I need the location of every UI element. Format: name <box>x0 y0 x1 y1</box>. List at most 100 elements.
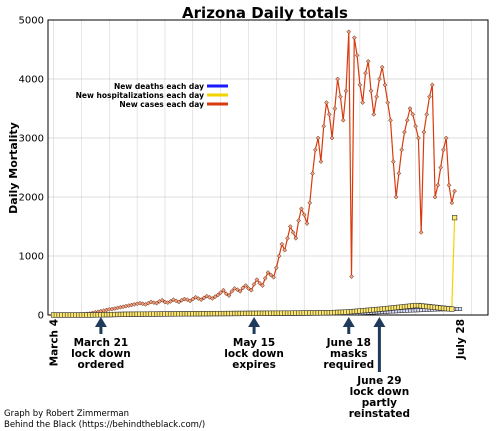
data-point <box>435 182 441 188</box>
data-point <box>346 29 352 35</box>
data-point <box>226 293 232 298</box>
data-point <box>368 88 374 94</box>
legend-label: New cases each day <box>119 100 204 109</box>
data-point <box>407 106 413 111</box>
data-point <box>293 235 299 241</box>
data-point <box>404 117 410 123</box>
data-point <box>374 94 379 100</box>
data-point <box>318 159 324 164</box>
data-point <box>271 274 276 280</box>
annotation-arrow-head <box>248 317 261 327</box>
data-point <box>396 171 402 176</box>
y-tick-label: 5000 <box>19 16 44 27</box>
series-new-cases-each-day <box>51 29 457 318</box>
data-point <box>349 274 354 280</box>
data-point <box>446 182 452 188</box>
data-point <box>260 283 265 288</box>
x-axis-labels: March 4 July 28 <box>49 319 468 366</box>
data-point <box>340 117 346 123</box>
data-point <box>159 297 165 303</box>
annotation-label: June 18 masks required <box>323 337 374 371</box>
data-point <box>449 200 455 206</box>
y-tick-label: 2000 <box>19 193 44 204</box>
data-point <box>215 292 221 298</box>
data-point <box>198 297 204 303</box>
data-point <box>432 194 438 200</box>
data-point <box>335 76 340 82</box>
data-point <box>262 276 268 281</box>
data-point <box>301 212 307 218</box>
data-point <box>304 221 310 226</box>
data-point <box>424 112 430 117</box>
data-point <box>187 298 193 304</box>
data-point <box>246 286 251 291</box>
annotation-label: June 29 lock down partly reinstated <box>349 375 410 420</box>
data-point <box>254 277 260 282</box>
data-point <box>190 296 196 302</box>
data-point <box>343 88 349 94</box>
data-point <box>429 82 435 88</box>
data-point <box>452 188 457 194</box>
data-point <box>312 147 318 153</box>
data-point <box>251 281 257 287</box>
credit-line-2: Behind the Black (https://behindtheblack… <box>4 420 206 430</box>
x-tick-label: July 28 <box>455 319 467 360</box>
data-point <box>296 218 301 223</box>
data-point <box>168 299 173 304</box>
data-point <box>276 253 282 259</box>
data-point <box>218 290 224 295</box>
legend-label: New hospitalizations each day <box>76 91 204 100</box>
series-line <box>53 217 456 316</box>
data-point <box>379 64 385 70</box>
data-point <box>382 82 388 88</box>
data-point <box>315 135 321 141</box>
y-tick-label: 3000 <box>19 134 44 145</box>
data-point <box>257 280 262 286</box>
data-point <box>240 285 246 291</box>
annotations: March 21 lock down ordered May 15 lock down e… <box>71 317 410 420</box>
data-point <box>212 294 218 300</box>
data-point <box>221 287 226 293</box>
data-point <box>441 147 446 153</box>
data-point <box>418 230 424 235</box>
annotation-arrow-head <box>342 317 355 327</box>
data-point <box>279 241 285 247</box>
y-tick-label: 0 <box>38 311 44 322</box>
data-point <box>410 112 416 117</box>
credit-line-1: Graph by Robert Zimmerman <box>4 409 129 419</box>
data-point <box>427 94 432 100</box>
data-point <box>321 123 327 129</box>
data-point <box>310 171 315 176</box>
series-new-hospitalizations-each-day <box>50 215 458 318</box>
x-tick-label: March 4 <box>49 319 61 366</box>
data-point <box>326 112 332 117</box>
data-point <box>209 296 215 301</box>
data-point <box>287 224 293 229</box>
data-point <box>363 70 368 76</box>
data-point <box>223 291 229 297</box>
y-axis-ticks: 0 1000 2000 3000 4000 5000 <box>19 16 44 322</box>
data-point <box>402 129 407 135</box>
annotation-arrow-head <box>94 317 107 327</box>
y-tick-label: 4000 <box>19 75 44 86</box>
data-point <box>285 235 290 241</box>
data-point <box>154 300 159 306</box>
data-point <box>443 135 449 141</box>
data-point <box>451 215 458 221</box>
data-point <box>329 135 335 141</box>
data-point <box>176 299 182 305</box>
data-point <box>299 206 304 212</box>
annotation: June 18 masks required <box>323 317 374 371</box>
series-layer <box>50 29 463 318</box>
data-point <box>371 112 377 117</box>
data-point <box>282 247 288 253</box>
data-point <box>377 76 382 82</box>
data-point <box>201 295 207 301</box>
data-point <box>416 135 421 141</box>
data-point <box>248 287 254 293</box>
data-point <box>243 283 249 288</box>
data-point <box>458 307 463 312</box>
y-tick-label: 1000 <box>19 252 44 263</box>
data-point <box>360 100 366 105</box>
